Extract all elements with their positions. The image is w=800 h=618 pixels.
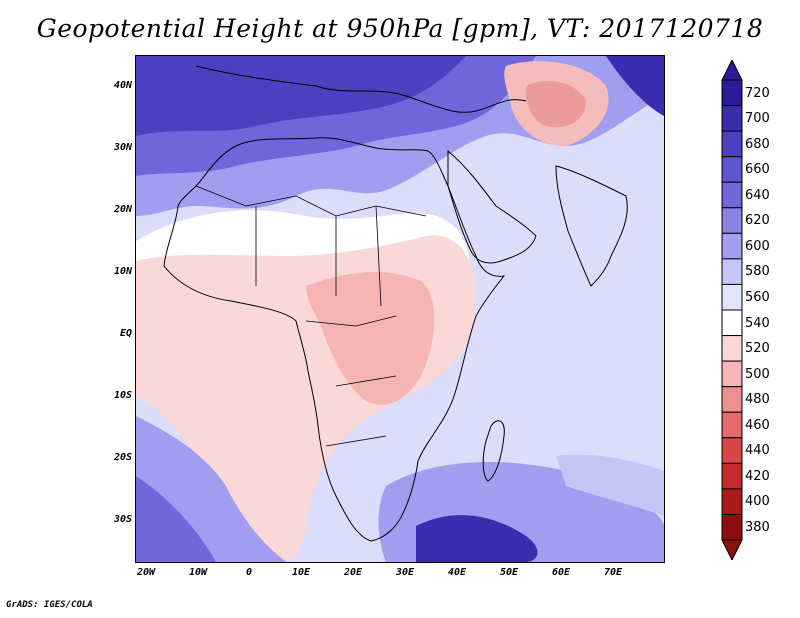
colorbar-level-label: 640 (745, 187, 770, 203)
grads-credit: GrADS: IGES/COLA (6, 600, 93, 610)
field-south-indian-core (416, 515, 538, 562)
country-borders (195, 185, 427, 447)
lat-label-10s: 10S (113, 390, 132, 401)
colorbar-swatch (721, 79, 743, 107)
colorbar-level-label: 660 (745, 162, 770, 178)
lon-label-50e: 50E (499, 567, 519, 578)
india-coastline (555, 165, 628, 287)
colorbar-level-label: 600 (745, 238, 770, 254)
colorbar-level-label: 620 (745, 213, 770, 229)
colorbar-swatch (721, 513, 743, 541)
colorbar-level-label: 500 (745, 366, 770, 382)
africa-coastline (163, 137, 506, 542)
map-title: Geopotential Height at 950hPa [gpm], VT:… (36, 14, 764, 43)
lon-label-40e: 40E (447, 567, 467, 578)
colorbar-swatch (721, 105, 743, 132)
lat-label-30s: 30S (113, 514, 132, 525)
colorbar-level-label: 680 (745, 136, 770, 152)
colorbar-swatch (721, 411, 743, 439)
colorbar-level-label: 720 (745, 85, 770, 101)
colorbar-level-label: 520 (745, 341, 770, 357)
colorbar-swatch (721, 462, 743, 490)
colorbar-level-label: 560 (745, 290, 770, 305)
colorbar-level-label: 580 (745, 264, 770, 280)
colorbar-swatch (721, 156, 743, 183)
lat-label-20s: 20S (113, 452, 132, 463)
field-northeast-high (606, 56, 664, 116)
lon-label-60e: 60E (551, 567, 571, 578)
colorbar-swatch (721, 386, 743, 413)
colorbar-swatch (721, 360, 743, 388)
lat-label-40n: 40N (113, 80, 132, 91)
colorbar (721, 60, 743, 560)
lon-label-10w: 10W (188, 567, 208, 578)
mediterranean-coast (195, 65, 527, 113)
colorbar-swatch (721, 181, 743, 209)
lat-label-10n: 10N (113, 266, 132, 277)
colorbar-level-label: 460 (745, 417, 770, 433)
colorbar-swatch (721, 283, 743, 311)
colorbar-level-label: 700 (745, 111, 770, 127)
colorbar-level-label: 440 (745, 443, 770, 459)
lat-label-30n: 30N (113, 142, 132, 153)
colorbar-swatch (721, 309, 743, 337)
lon-label-30e: 30E (395, 567, 415, 578)
lon-label-70e: 70E (603, 567, 623, 578)
lon-label-20w: 20W (136, 567, 156, 578)
lat-label-20n: 20N (113, 204, 132, 215)
map-panel (135, 55, 665, 563)
colorbar-level-label: 420 (745, 468, 770, 484)
colorbar-level-label: 540 (745, 315, 770, 331)
geopotential-field (136, 56, 664, 562)
colorbar-top-arrow (721, 60, 743, 81)
lat-label-eq: EQ (119, 328, 132, 339)
colorbar-bottom-arrow (721, 539, 743, 560)
colorbar-level-label: 480 (745, 392, 770, 408)
lon-label-0: 0 (245, 567, 253, 578)
colorbar-swatch (721, 232, 743, 260)
colorbar-swatch (721, 130, 743, 158)
colorbar-level-label: 400 (745, 494, 770, 510)
colorbar-swatch (721, 207, 743, 234)
arabia-coastline (447, 149, 537, 264)
field-central-africa-low (306, 271, 435, 405)
field-north-high (136, 56, 466, 136)
colorbar-swatch (721, 437, 743, 464)
colorbar-level-label: 380 (745, 520, 770, 535)
colorbar-swatch (721, 335, 743, 362)
field-south-atlantic-core (136, 476, 216, 562)
lon-label-20e: 20E (343, 567, 363, 578)
madagascar-coastline (482, 420, 505, 482)
field-iran-low-core (525, 81, 586, 128)
colorbar-swatch (721, 488, 743, 515)
colorbar-swatch (721, 258, 743, 285)
lon-label-10e: 10E (291, 567, 311, 578)
field-mascarene-light (556, 454, 664, 516)
